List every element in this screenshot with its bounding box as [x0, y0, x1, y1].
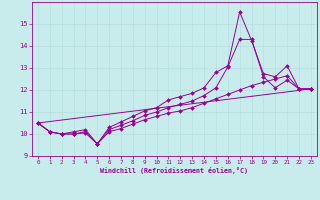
- X-axis label: Windchill (Refroidissement éolien,°C): Windchill (Refroidissement éolien,°C): [100, 167, 248, 174]
